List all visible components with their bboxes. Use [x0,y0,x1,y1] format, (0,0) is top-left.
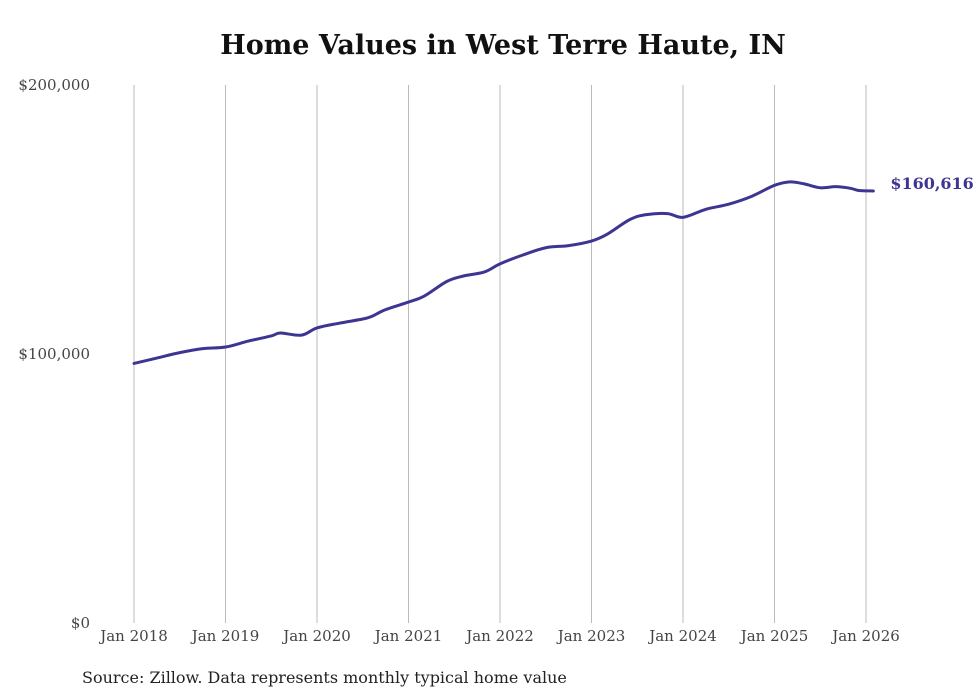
series-line [132,180,875,365]
chart-title: Home Values in West Terre Haute, IN [220,30,786,61]
x-tick-label: Jan 2019 [190,627,260,645]
x-tick-label: Jan 2021 [373,627,443,645]
y-tick-label: $100,000 [18,345,90,363]
x-tick-label: Jan 2023 [556,627,626,645]
x-tick-label: Jan 2024 [647,627,717,645]
x-tick-label: Jan 2022 [464,627,534,645]
end-value-label: $160,616 [890,174,974,193]
x-tick-label: Jan 2020 [281,627,351,645]
y-tick-label: $0 [71,614,90,632]
source-note: Source: Zillow. Data represents monthly … [82,668,567,687]
y-tick-label: $200,000 [18,76,90,94]
x-tick-label: Jan 2026 [830,627,900,645]
x-tick-label: Jan 2018 [98,627,168,645]
x-tick-label: Jan 2025 [739,627,809,645]
